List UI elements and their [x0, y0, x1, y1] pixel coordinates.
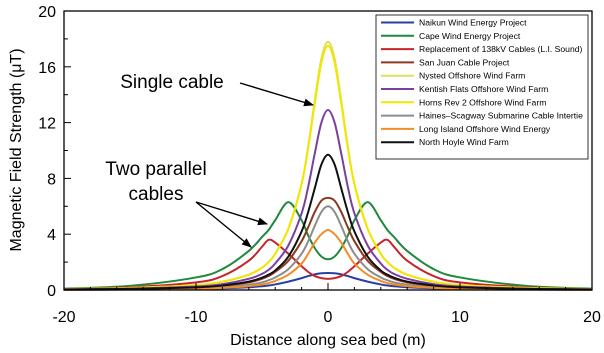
legend-label-8: Long Island Offshore Wind Energy: [419, 124, 551, 134]
y-tick-label: 4: [47, 227, 56, 244]
series-line-6: [63, 44, 593, 291]
annotation-two-cables-line1: Two parallel: [105, 159, 206, 180]
y-tick-label: 20: [38, 4, 56, 21]
legend: Naikun Wind Energy Project Cape Wind Ener…: [375, 14, 589, 160]
series-line-2: [63, 238, 593, 291]
series-line-0: [63, 271, 593, 291]
y-tick-label: 16: [38, 60, 56, 77]
annotation-two-cables-line2: cables: [129, 184, 184, 205]
legend-items: Naikun Wind Energy Project Cape Wind Ener…: [381, 18, 583, 147]
y-tick-label: 8: [47, 171, 56, 188]
series-layer: [63, 40, 593, 291]
series-line-3: [63, 196, 593, 291]
x-tick-label: -10: [184, 309, 207, 326]
y-tick-label: 0: [47, 283, 56, 300]
series-line-9: [63, 153, 593, 291]
legend-label-1: Cape Wind Energy Project: [419, 31, 521, 41]
series-line-7: [63, 205, 593, 291]
series-line-5: [63, 109, 593, 291]
x-tick-label: 20: [583, 309, 601, 326]
legend-label-7: Haines–Scagway Submarine Cable Intertie: [419, 111, 583, 121]
y-axis-title: Magnetic Field Strength (μT): [8, 48, 25, 251]
arrow-single-cable: [239, 82, 314, 107]
legend-label-2: Replacement of 138kV Cables (L.I. Sound): [419, 44, 583, 54]
x-tick-label: 0: [324, 309, 333, 326]
legend-label-0: Naikun Wind Energy Project: [419, 18, 527, 28]
ticks-layer: -20 -10 0 10 20 0 4 8 12 16 20: [38, 4, 601, 326]
legend-label-3: San Juan Cable Project: [419, 57, 510, 67]
arrow-two-cables-upper: [195, 201, 268, 226]
legend-label-6: Horns Rev 2 Offshore Wind Farm: [419, 97, 546, 107]
y-tick-label: 12: [38, 116, 56, 133]
legend-label-9: North Hoyle Wind Farm: [419, 137, 509, 147]
arrow-two-cables-lower: [195, 201, 252, 248]
x-tick-label: -20: [52, 309, 75, 326]
legend-label-5: Kentish Flats Offshore Wind Farm: [419, 84, 548, 94]
legend-label-4: Nysted Offshore Wind Farm: [419, 71, 525, 81]
series-line-1: [63, 201, 593, 290]
x-tick-label: 10: [451, 309, 469, 326]
legend-box: [375, 14, 589, 160]
annotation-single-cable: Single cable: [120, 72, 224, 93]
series-line-8: [63, 229, 593, 291]
x-axis-title: Distance along sea bed (m): [230, 332, 426, 349]
